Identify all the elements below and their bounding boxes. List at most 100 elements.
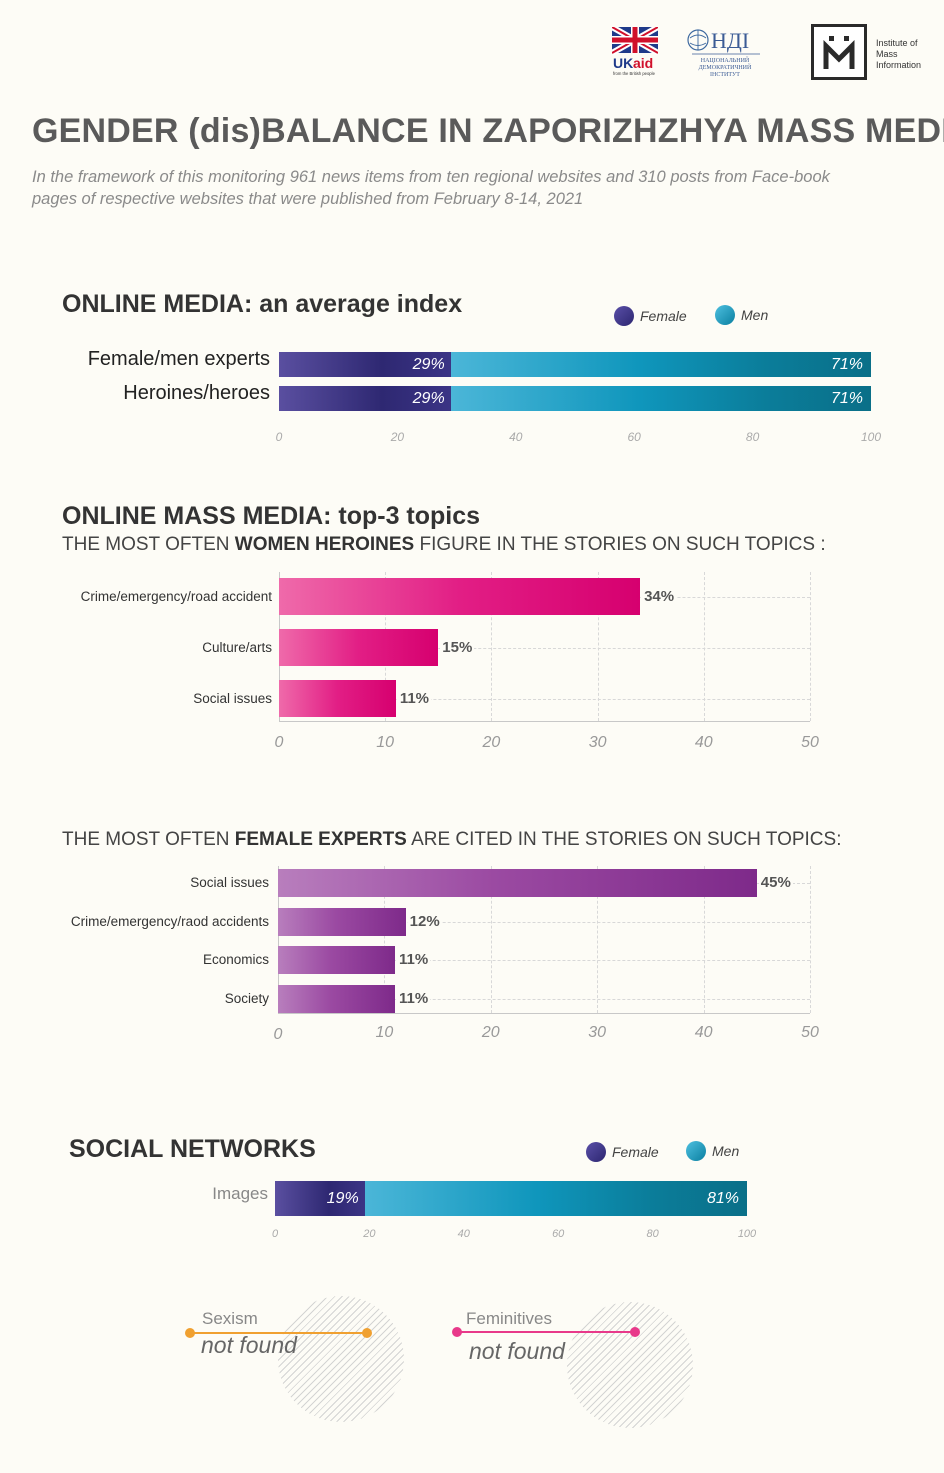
svg-text:from the British people: from the British people: [613, 71, 656, 76]
grid-line-vertical: [703, 866, 705, 1013]
online-media-title: ONLINE MEDIA: an average index: [62, 290, 463, 318]
legend-female-label: Female: [612, 1144, 659, 1160]
grid-line-vertical: [597, 572, 599, 721]
feminitives-title: Feminitives: [466, 1309, 552, 1328]
grid-line-vertical: [810, 866, 811, 1013]
topic-label: Society: [224, 990, 269, 1006]
grid-line-vertical: [491, 572, 493, 721]
experts-subheading-pre: THE MOST OFTEN: [62, 829, 235, 850]
bar-female-label: 29%: [412, 355, 445, 373]
legend-female: Female: [614, 306, 687, 326]
legend-female-label: Female: [640, 308, 687, 324]
union-jack-icon: UK aid from the British people: [610, 24, 660, 76]
topic-label: Social issues: [193, 690, 272, 706]
bar-female: 19%: [275, 1181, 365, 1216]
top-topics-title: ONLINE MASS MEDIA: top-3 topics: [62, 502, 481, 530]
topic-bar: [278, 984, 396, 1013]
bar-men-label: 71%: [830, 389, 863, 407]
x-tick-label: 20: [481, 1024, 500, 1041]
grid-line-vertical: [597, 866, 599, 1013]
x-tick-label: 20: [363, 1228, 376, 1240]
category-label: Female/men experts: [87, 348, 270, 370]
svg-text:ІНСТИТУТ: ІНСТИТУТ: [710, 72, 740, 78]
sexism-value: not found: [201, 1332, 297, 1358]
feminitives-dot-end: [630, 1327, 640, 1337]
topic-value-label: 11%: [397, 689, 432, 707]
svg-text:НДІ: НДІ: [711, 28, 749, 53]
topic-bar: [278, 869, 757, 897]
x-tick-label: 60: [627, 430, 641, 444]
sexism-dot-end: [362, 1328, 372, 1338]
topic-value-label: 34%: [642, 587, 677, 605]
legend-men-sn: Men: [686, 1141, 739, 1161]
feminitives-line: [457, 1331, 635, 1333]
legend-men-label: Men: [741, 307, 769, 323]
grid-line-horizontal: [278, 998, 810, 1000]
imi-logo: [811, 24, 867, 80]
grid-line-horizontal: [278, 921, 810, 923]
grid-line-bottom: [278, 1013, 810, 1014]
intro-text: In the framework of this monitoring 961 …: [32, 168, 830, 208]
bar-female: 29%: [279, 386, 451, 411]
bar-men: 71%: [450, 386, 871, 411]
page-title: GENDER (dis)BALANCE IN ZAPORIZHZHYA MASS…: [32, 112, 944, 150]
grid-line-horizontal: [278, 960, 810, 961]
topic-value-label: 15%: [440, 638, 475, 656]
category-label: Images: [212, 1184, 268, 1203]
social-networks-title: SOCIAL NETWORKS: [69, 1135, 316, 1163]
feminitives-hatch-circle: [567, 1302, 693, 1428]
topic-label: Economics: [202, 952, 269, 967]
legend-men: Men: [715, 305, 768, 325]
sexism-line: [190, 1332, 367, 1334]
topic-bar: [279, 629, 439, 666]
ukaid-logo: UK aid from the British people: [610, 24, 660, 77]
experts-subheading-bold: FEMALE EXPERTS: [234, 829, 407, 850]
legend-female-dot: [586, 1142, 606, 1162]
feminitives-value: not found: [469, 1338, 565, 1364]
legend-female-dot: [614, 306, 634, 326]
legend-men-label: Men: [712, 1143, 740, 1159]
x-tick-label: 0: [274, 734, 284, 751]
x-tick-label: 80: [745, 430, 760, 444]
x-tick-label: 40: [694, 1024, 713, 1041]
topic-label: Crime/emergency/road accident: [80, 588, 272, 604]
topic-label: Culture/arts: [202, 639, 272, 655]
topic-value-label: 11%: [397, 989, 431, 1007]
bar-men: 71%: [450, 352, 871, 377]
bar-men: 81%: [364, 1181, 747, 1216]
topic-value-label: 11%: [397, 951, 431, 968]
svg-text:UK: UK: [613, 55, 633, 71]
grid-line-bottom: [279, 721, 810, 722]
bar-female: 29%: [279, 352, 451, 377]
grid-line-horizontal: [279, 698, 810, 700]
x-tick-label: 0: [273, 1026, 283, 1043]
topic-label: Crime/emergency/raod accidents: [70, 913, 269, 929]
feminitives-dot-start: [452, 1327, 462, 1337]
x-tick-label: 30: [588, 1024, 607, 1041]
svg-text:ДЕМОКРАТИЧНИЙ: ДЕМОКРАТИЧНИЙ: [699, 63, 752, 71]
bar-female-label: 19%: [326, 1189, 359, 1207]
x-tick-label: 0: [271, 1228, 279, 1240]
sexism-title: Sexism: [202, 1309, 258, 1328]
x-tick-label: 40: [457, 1228, 470, 1240]
heroines-subheading-post: FIGURE IN THE STORIES ON SUCH TOPICS :: [414, 534, 826, 555]
x-tick-label: 50: [801, 1024, 819, 1041]
heroines-subheading-pre: THE MOST OFTEN: [62, 534, 235, 555]
sexism-dot-start: [185, 1328, 195, 1338]
imi-m-icon: [823, 36, 855, 69]
grid-line-vertical: [384, 866, 386, 1013]
x-tick-label: 10: [375, 1024, 394, 1041]
x-tick-label: 10: [376, 734, 395, 751]
x-tick-label: 40: [694, 734, 713, 751]
legend-female-sn: Female: [586, 1142, 659, 1162]
axis-line: [278, 866, 279, 1013]
experts-subheading-post: ARE CITED IN THE STORIES ON SUCH TOPICS:: [406, 829, 842, 850]
svg-text:aid: aid: [633, 55, 653, 71]
bar-female-label: 29%: [412, 389, 445, 407]
topic-bar: [278, 907, 406, 936]
x-tick-label: 40: [509, 430, 523, 444]
ndi-logo: НДІ НАЦІОНАЛЬНИЙ ДЕМОКРАТИЧНИЙ ІНСТИТУТ: [686, 26, 764, 80]
topic-label: Social issues: [190, 875, 269, 890]
heroines-subheading-bold: WOMEN HEROINES: [234, 534, 415, 555]
x-tick-label: 20: [482, 734, 501, 751]
